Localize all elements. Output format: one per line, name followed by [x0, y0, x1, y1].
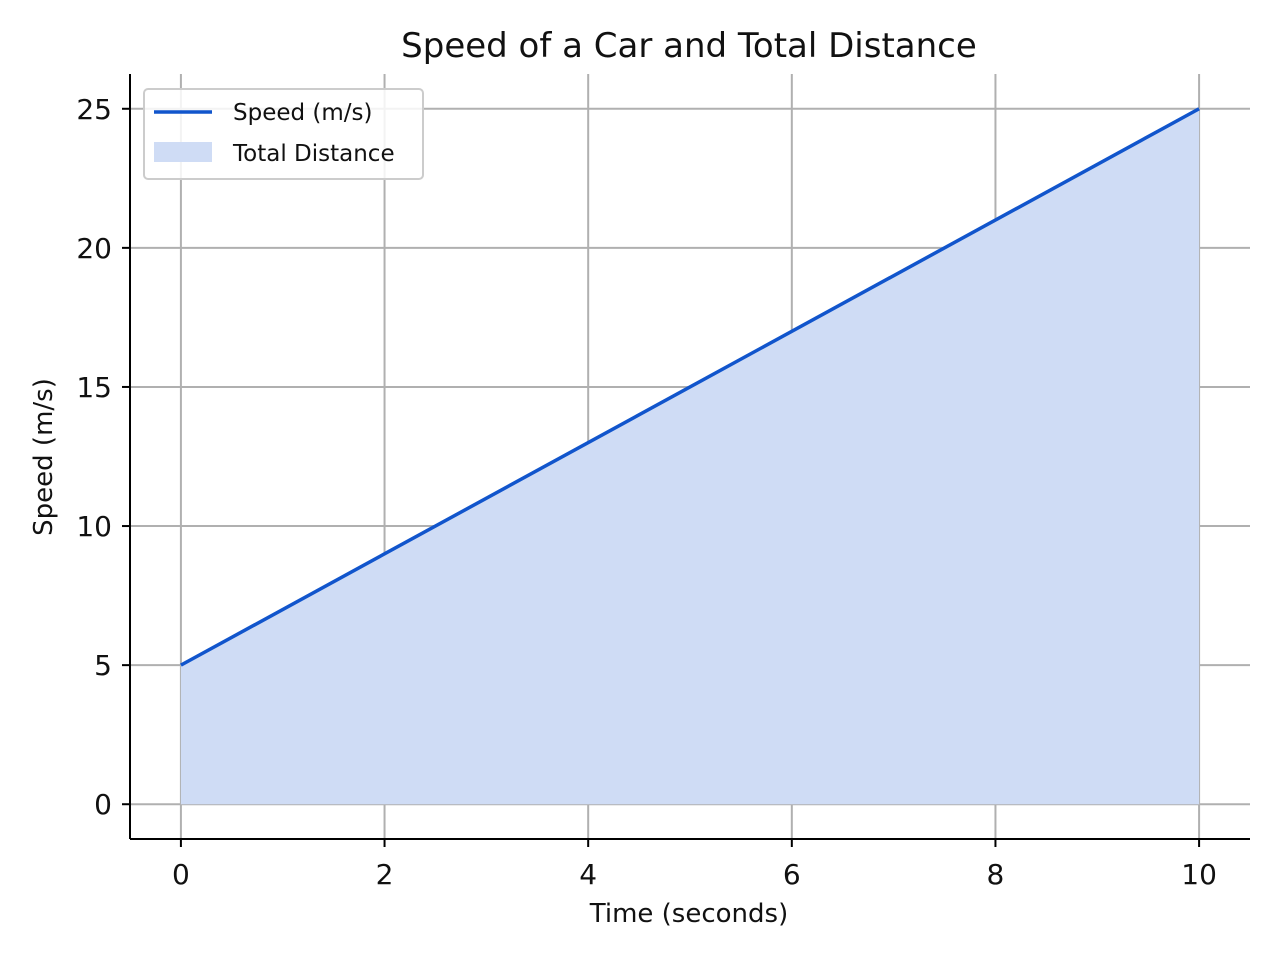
legend: Speed (m/s) Total Distance — [143, 88, 424, 180]
y-tick-label-0: 0 — [94, 788, 112, 821]
x-tick-label-10: 10 — [1181, 858, 1217, 891]
chart-title: Speed of a Car and Total Distance — [401, 26, 977, 66]
area-total-distance — [180, 108, 1200, 805]
legend-frame — [143, 88, 424, 180]
legend-swatch-total-distance — [154, 142, 212, 162]
y-tick-label-5: 5 — [94, 649, 112, 682]
x-axis-ticks: 0 2 4 6 8 10 — [172, 839, 1217, 891]
y-tick-label-20: 20 — [76, 232, 112, 265]
y-tick-label-10: 10 — [76, 510, 112, 543]
axes — [129, 74, 1250, 840]
x-tick-label-6: 6 — [783, 858, 801, 891]
x-tick-label-8: 8 — [987, 858, 1005, 891]
legend-label-speed: Speed (m/s) — [233, 100, 373, 126]
x-tick-label-0: 0 — [172, 858, 190, 891]
x-axis-label: Time (seconds) — [589, 899, 788, 929]
y-tick-label-15: 15 — [76, 371, 112, 404]
legend-label-total-distance: Total Distance — [232, 141, 395, 167]
x-tick-label-2: 2 — [376, 858, 394, 891]
line-speed — [180, 107, 1200, 667]
y-tick-label-25: 25 — [76, 93, 112, 126]
x-tick-label-4: 4 — [579, 858, 597, 891]
y-axis-ticks: 0 5 10 15 20 25 — [76, 93, 130, 821]
y-axis-label: Speed (m/s) — [29, 378, 59, 536]
